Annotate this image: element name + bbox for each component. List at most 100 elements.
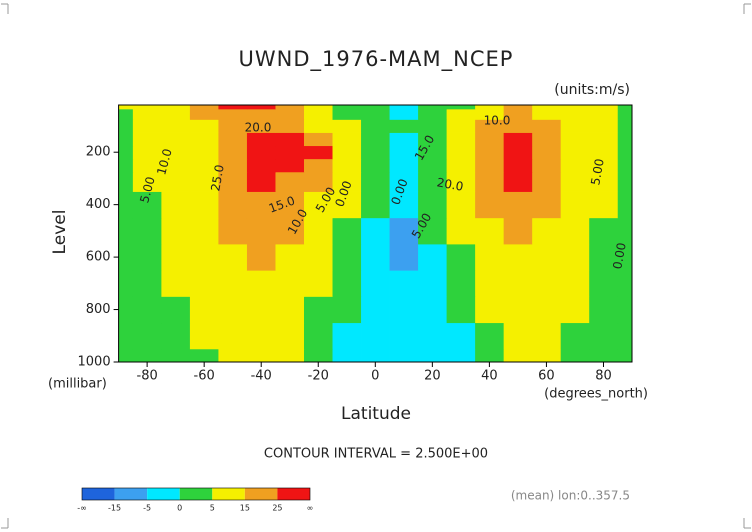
field-cell: [503, 296, 533, 324]
contour-label: 0.00: [610, 242, 628, 271]
x-tick-label: -80: [137, 369, 158, 384]
field-cell: [132, 243, 162, 271]
field-cell: [389, 348, 419, 363]
field-cell: [560, 108, 590, 120]
field-cell: [132, 322, 162, 350]
field-cell: [275, 119, 305, 133]
field-cell: [532, 270, 562, 297]
field-cell: [361, 158, 390, 173]
field-cell: [246, 217, 276, 245]
field-cell: [389, 158, 419, 173]
field-cell: [161, 145, 191, 160]
field-cell: [617, 191, 633, 219]
colorbar-label: 25: [272, 504, 282, 513]
field-cell: [246, 108, 276, 120]
field-cell: [361, 171, 390, 192]
field-cell: [418, 191, 448, 219]
x-tick-label: 0: [371, 369, 379, 384]
field-cell: [503, 132, 533, 147]
field-cell: [503, 348, 533, 363]
field-cell: [503, 171, 533, 192]
field-cell: [303, 270, 333, 297]
field-cell: [418, 145, 448, 160]
field-cell: [503, 105, 533, 110]
contour-field: [118, 105, 633, 363]
field-cell: [503, 322, 533, 350]
field-cell: [617, 171, 633, 192]
field-cell: [532, 119, 562, 133]
x-axis-unit: (degrees_north): [544, 387, 648, 402]
field-cell: [418, 270, 448, 297]
field-cell: [275, 270, 305, 297]
field-cell: [118, 132, 134, 147]
field-cell: [503, 191, 533, 219]
field-cell: [560, 296, 590, 324]
field-cell: [332, 105, 362, 110]
field-cell: [246, 348, 276, 363]
field-cell: [617, 322, 633, 350]
field-cell: [503, 270, 533, 297]
field-cell: [389, 191, 419, 219]
field-cell: [303, 158, 333, 173]
x-tick-label: -20: [308, 369, 329, 384]
field-cell: [475, 296, 505, 324]
field-cell: [118, 145, 134, 160]
field-cell: [446, 132, 476, 147]
field-cell: [332, 322, 362, 350]
field-cell: [118, 191, 134, 219]
field-cell: [161, 108, 191, 120]
field-cell: [532, 171, 562, 192]
field-cell: [446, 296, 476, 324]
field-cell: [189, 105, 219, 110]
field-cell: [589, 119, 619, 133]
y-tick-label: 1000: [78, 355, 111, 370]
field-cell: [532, 243, 562, 271]
field-cell: [218, 158, 248, 173]
field-cell: [132, 158, 162, 173]
contour-label: 25.0: [208, 164, 226, 193]
field-cell: [617, 217, 633, 245]
field-cell: [246, 296, 276, 324]
field-cell: [189, 191, 219, 219]
field-cell: [132, 119, 162, 133]
field-cell: [446, 108, 476, 120]
field-cell: [118, 322, 134, 350]
field-cell: [503, 158, 533, 173]
colorbar-swatch: [277, 488, 310, 500]
field-cell: [560, 270, 590, 297]
field-cell: [303, 243, 333, 271]
field-cell: [361, 105, 390, 110]
x-axis-title: Latitude: [341, 404, 411, 424]
field-cell: [132, 171, 162, 192]
field-cell: [475, 158, 505, 173]
field-cell: [532, 132, 562, 147]
field-cell: [589, 270, 619, 297]
field-cell: [161, 191, 191, 219]
field-cell: [589, 322, 619, 350]
field-cell: [189, 158, 219, 173]
field-cell: [475, 270, 505, 297]
field-cell: [332, 217, 362, 245]
field-cell: [132, 132, 162, 147]
field-cell: [418, 296, 448, 324]
field-cell: [275, 105, 305, 110]
field-cell: [132, 108, 162, 120]
x-tick-label: -40: [251, 369, 272, 384]
field-cell: [361, 108, 390, 120]
field-cell: [161, 243, 191, 271]
field-cell: [118, 296, 134, 324]
field-cell: [361, 217, 390, 245]
colorbar-swatch: [82, 488, 115, 500]
field-cell: [246, 132, 276, 147]
field-cell: [560, 217, 590, 245]
field-cell: [617, 132, 633, 147]
field-cell: [560, 132, 590, 147]
field-cell: [275, 217, 305, 245]
field-cell: [361, 296, 390, 324]
field-cell: [118, 217, 134, 245]
field-cell: [589, 145, 619, 160]
field-cell: [161, 105, 191, 110]
field-cell: [389, 243, 419, 271]
field-cell: [589, 105, 619, 110]
